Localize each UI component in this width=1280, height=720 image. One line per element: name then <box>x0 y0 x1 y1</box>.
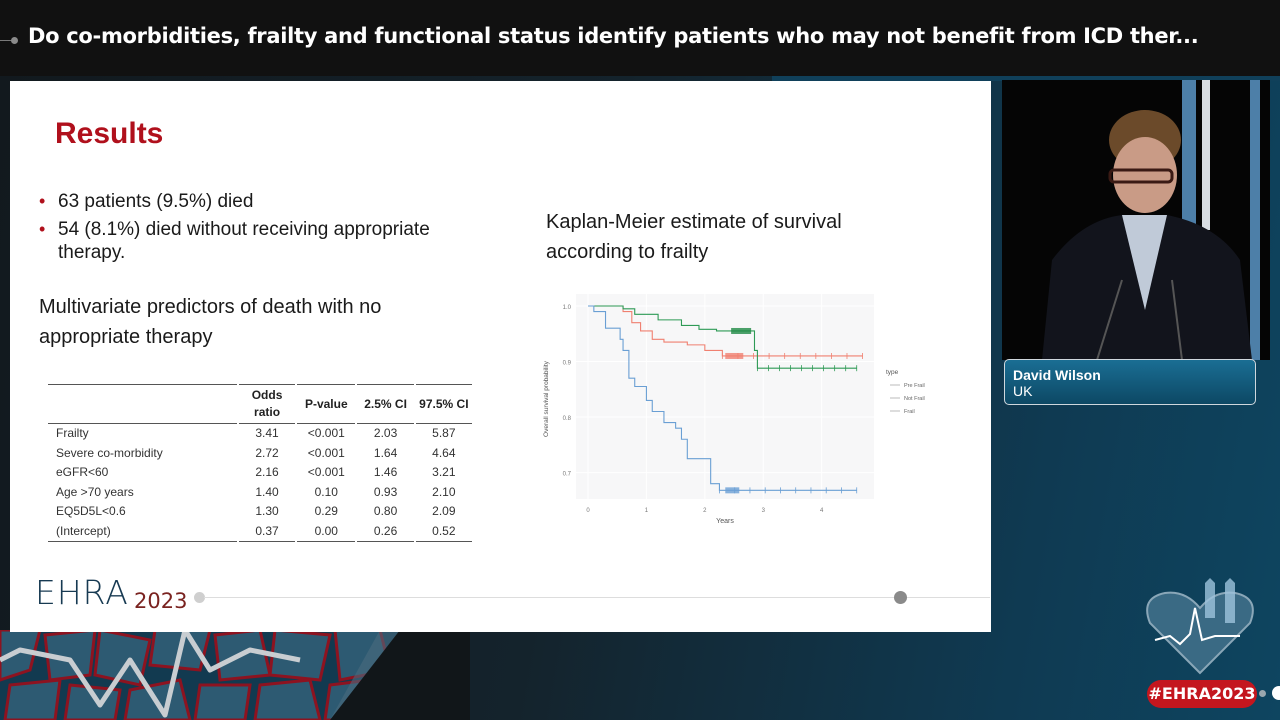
table-cell: <0.001 <box>307 465 345 479</box>
km-curve-frail <box>588 305 857 491</box>
predictor-label: Severe co-morbidity <box>56 445 163 460</box>
table-cell: 3.21 <box>432 465 456 479</box>
table-cell: 2.72 <box>255 445 279 460</box>
slide-title: Results <box>55 117 164 150</box>
column-header <box>48 384 237 424</box>
table-cell: 0.93 <box>373 484 398 499</box>
table-row: Frailty 3.41 <0.001 2.03 5.87 <box>48 424 472 444</box>
column-header: 2.5% CI <box>357 384 414 424</box>
slide-progress-marker <box>894 591 907 604</box>
column-header: Odds ratio <box>238 384 296 424</box>
table-cell: 0.29 <box>314 504 338 518</box>
session-title: Do co-morbidities, frailty and functiona… <box>28 24 1199 48</box>
slide-progress-line <box>204 597 990 598</box>
x-tick-label: 1 <box>645 508 649 514</box>
x-tick-label: 4 <box>820 508 824 514</box>
table-cell: 0.37 <box>238 522 296 542</box>
table-cell: 3.41 <box>255 426 279 440</box>
table-row: Age >70 years 1.40 0.10 0.93 2.10 <box>48 483 472 503</box>
table-cell: <0.001 <box>307 426 345 440</box>
table-heading: Multivariate predictors of death with no… <box>39 296 382 348</box>
session-title-bar: Do co-morbidities, frailty and functiona… <box>0 0 1280 76</box>
table-cell: 2.10 <box>432 484 456 499</box>
table-cell: 1.46 <box>373 465 398 479</box>
y-tick-label: 0.9 <box>563 361 572 367</box>
y-axis-label: Overall survival probability <box>543 360 550 437</box>
title-bar-dot-icon <box>11 37 18 44</box>
kaplan-meier-chart: 0.7 0.8 0.9 1.0 0 1 2 3 4 Years Overall survival p… <box>543 294 925 524</box>
table-cell: 1.30 <box>255 504 279 518</box>
column-header: P-value <box>297 384 356 424</box>
table-row: eGFR<60 2.16 <0.001 1.46 3.21 <box>48 463 472 483</box>
table-cell: 0.80 <box>373 504 398 518</box>
table-cell: 5.87 <box>432 426 456 440</box>
y-tick-label: 0.8 <box>563 416 572 422</box>
predictor-label: Frailty <box>56 426 89 440</box>
ehra-heart-logo-icon <box>1146 578 1254 675</box>
predictor-label: Age >70 years <box>56 484 134 499</box>
table-row: EQ5D5L<0.6 1.30 0.29 0.80 2.09 <box>48 502 472 522</box>
legend-label: Not Frail <box>904 396 925 402</box>
km-curve-not-frail <box>588 305 857 369</box>
decor-dot <box>1272 686 1280 700</box>
x-tick-label: 3 <box>762 508 766 514</box>
table-row: Severe co-morbidity 2.72 <0.001 1.64 4.64 <box>48 444 472 464</box>
table-cell: 0.26 <box>357 522 414 542</box>
predictor-label: eGFR<60 <box>56 465 109 479</box>
table-cell: 2.16 <box>255 465 279 479</box>
table-header-row: Odds ratio P-value 2.5% CI 97.5% CI <box>48 384 472 424</box>
ehra-logo: EHRA <box>35 573 129 612</box>
slide-progress-start-dot <box>194 592 205 603</box>
decor-dot <box>1259 690 1266 697</box>
legend-title: type <box>886 369 899 376</box>
plot-panel <box>576 294 874 499</box>
presentation-slide: Results 63 patients (9.5%) died 54 (8.1%… <box>10 81 991 632</box>
x-axis-label: Years <box>716 518 734 524</box>
speaker-name: David Wilson <box>1013 367 1101 383</box>
speaker-video <box>1002 80 1270 360</box>
table-cell: 0.10 <box>314 484 338 499</box>
speaker-country: UK <box>1013 383 1033 399</box>
table-cell: 4.64 <box>432 445 456 460</box>
x-tick-label: 0 <box>586 508 590 514</box>
speaker-name-tag: David Wilson UK <box>1004 359 1256 405</box>
bullet-item: 54 (8.1%) died without receiving appropr… <box>38 218 498 264</box>
predictor-label: EQ5D5L<0.6 <box>56 504 126 518</box>
legend-label: Pre Frail <box>904 383 925 389</box>
table-cell: <0.001 <box>307 445 345 460</box>
video-progress-bar[interactable] <box>772 76 1280 81</box>
table-cell: 1.64 <box>373 445 398 460</box>
table-cell: 2.09 <box>432 504 456 518</box>
ehra-logo-year: 2023 <box>134 589 188 613</box>
predictor-label: (Intercept) <box>48 522 237 542</box>
y-tick-label: 1.0 <box>563 305 572 311</box>
results-bullets: 63 patients (9.5%) died 54 (8.1%) died w… <box>38 190 498 269</box>
y-tick-label: 0.7 <box>563 472 572 478</box>
x-tick-label: 2 <box>703 508 707 514</box>
km-curve-pre-frail <box>588 305 863 357</box>
table-cell: 2.03 <box>373 426 398 440</box>
table-row: (Intercept) 0.37 0.00 0.26 0.52 <box>48 522 472 542</box>
table-cell: 0.52 <box>415 522 472 542</box>
predictors-table: Odds ratio P-value 2.5% CI 97.5% CI Frai… <box>46 384 474 542</box>
legend-label: Frail <box>904 409 915 415</box>
event-hashtag: #EHRA2023 <box>1147 680 1257 708</box>
table-cell: 1.40 <box>255 484 279 499</box>
mosaic-decoration <box>0 630 470 720</box>
column-header: 97.5% CI <box>415 384 472 424</box>
table-cell: 0.00 <box>297 522 356 542</box>
chart-heading: Kaplan-Meier estimate of survival accord… <box>546 211 842 263</box>
title-bar-line <box>0 40 14 41</box>
bullet-item: 63 patients (9.5%) died <box>38 190 498 213</box>
